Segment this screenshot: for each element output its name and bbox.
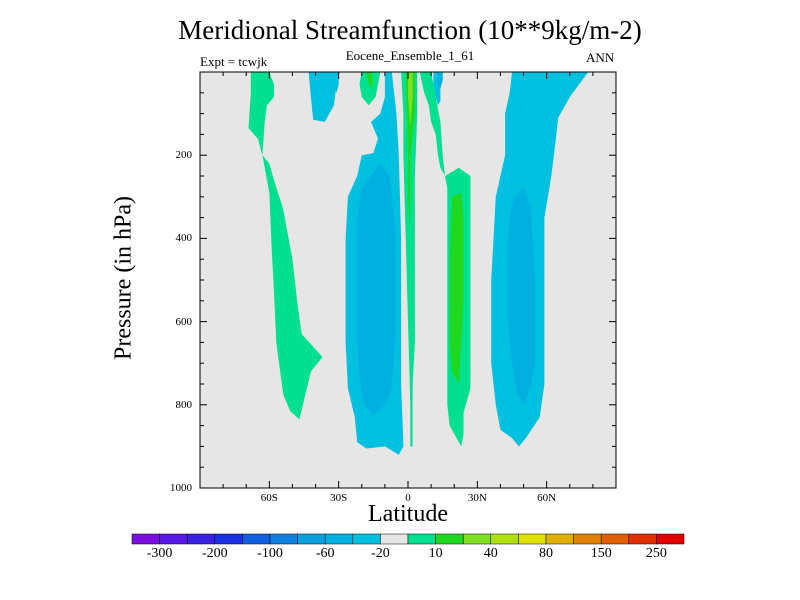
colorbar-label: -60 <box>315 546 335 561</box>
x-tick-label: 30N <box>467 492 487 504</box>
y-tick-label: 1000 <box>170 482 192 494</box>
contour-region-2 <box>308 72 337 122</box>
colorbar-swatch <box>297 533 326 545</box>
contour-region-5 <box>357 163 397 416</box>
colorbar-label: 150 <box>590 546 612 561</box>
x-tick-label: 60S <box>260 492 278 504</box>
contour-region-15 <box>507 188 536 405</box>
colorbar-swatch <box>186 533 216 545</box>
colorbar-swatch <box>269 533 298 545</box>
colorbar-swatch <box>352 533 381 545</box>
colorbar-label: -200 <box>201 546 228 561</box>
x-axis-label: Latitude <box>368 501 448 527</box>
experiment-label: Expt = tcwjk <box>200 54 268 69</box>
colorbar-label: 40 <box>483 546 498 561</box>
y-tick-label: 600 <box>175 315 193 328</box>
colorbar-label: 250 <box>645 546 667 561</box>
x-tick-label: 60N <box>537 492 557 504</box>
colorbar-swatch <box>490 533 519 545</box>
colorbar-swatch <box>407 533 436 545</box>
colorbar-swatch <box>628 533 657 545</box>
contour-region-1 <box>262 155 323 420</box>
contour-regions <box>248 72 589 455</box>
contour-region-7 <box>405 72 415 231</box>
colorbar-swatch <box>380 533 409 545</box>
colorbar-swatch <box>518 533 547 545</box>
x-tick-label: 30S <box>330 492 348 504</box>
contour-region-9 <box>408 72 413 127</box>
colorbar-label: -300 <box>146 546 173 561</box>
contour-region-3 <box>359 72 381 106</box>
y-tick-label: 200 <box>175 149 193 162</box>
colorbar-swatch <box>600 533 630 545</box>
colorbar-swatch <box>242 533 271 545</box>
y-axis-label: Pressure (in hPa) <box>110 196 137 360</box>
colorbar-swatch <box>573 533 602 545</box>
y-tick-label: 400 <box>175 232 193 245</box>
colorbar-swatch <box>131 533 160 545</box>
contour-region-16 <box>331 72 339 93</box>
colorbar-label: 80 <box>539 546 553 561</box>
colorbar-label: -100 <box>257 546 283 561</box>
colorbar-swatch <box>159 533 188 545</box>
chart-subtitle: Eocene_Ensemble_1_61 <box>345 48 475 63</box>
y-tick-label: 800 <box>175 398 193 411</box>
x-tick-label: 0 <box>405 492 411 504</box>
colorbar-label: -20 <box>371 546 390 561</box>
axis-ticks <box>200 72 616 488</box>
colorbar-swatch <box>324 533 354 545</box>
contour-region-13 <box>438 72 443 89</box>
colorbar-swatch <box>462 533 492 545</box>
contour-region-11 <box>449 192 464 384</box>
colorbar-swatch <box>435 533 464 545</box>
colorbar-swatch <box>545 533 574 545</box>
colorbar <box>131 533 685 545</box>
contour-region-0 <box>248 72 274 156</box>
contour-region-8 <box>366 72 374 89</box>
colorbar-swatch <box>656 533 685 545</box>
colorbar-swatch <box>214 533 243 545</box>
contour-region-6 <box>401 72 418 447</box>
colorbar-label: 10 <box>428 546 443 561</box>
season-label: ANN <box>586 50 615 65</box>
chart-title: Meridional Streamfunction (10**9kg/m-2) <box>178 15 642 45</box>
